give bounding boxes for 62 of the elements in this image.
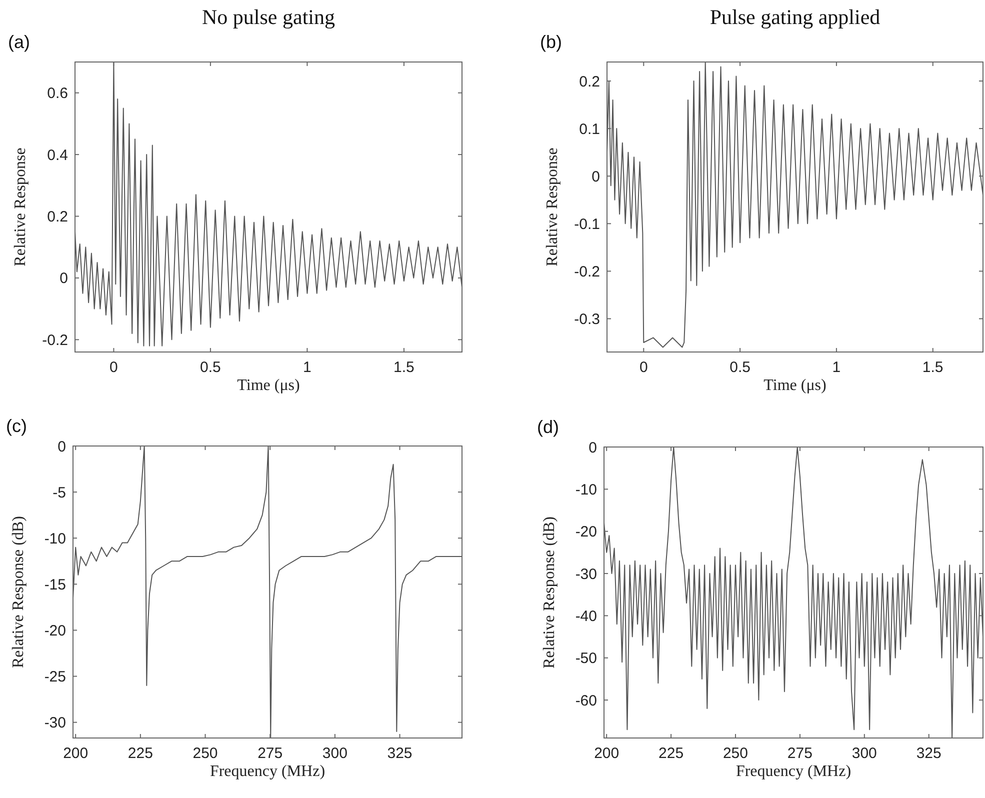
y-axis-title: Relative Response (dB) [10,516,27,668]
text: (c) [6,416,27,436]
x-tick-label: 275 [258,745,283,762]
x-axis-title: Frequency (MHz) [736,763,852,780]
y-tick-label: -10 [44,530,66,548]
x-tick-label: 0 [639,359,648,376]
y-tick-label: -50 [575,650,597,668]
y-tick-label: -25 [44,668,66,686]
y-tick-label: 0.2 [579,73,600,90]
y-tick-label: -0.2 [574,263,600,280]
y-tick-label: 0.4 [47,146,68,164]
x-tick-label: 1.5 [394,359,414,376]
y-tick-label: 0.2 [47,208,68,226]
x-tick-label: 225 [658,745,684,762]
x-tick-label: 0 [110,359,118,376]
text: (d) [537,417,559,437]
y-tick-label: 0.6 [47,85,68,102]
x-tick-label: 250 [722,745,748,762]
x-tick-label: 275 [787,745,812,762]
y-tick-label: -30 [575,566,597,583]
x-tick-label: 250 [192,745,218,762]
y-axis-title: Relative Response (dB) [541,516,558,668]
x-tick-label: 300 [322,745,348,762]
y-tick-label: 0 [58,438,66,456]
line-series [604,447,983,738]
y-tick-label: -30 [44,714,66,732]
x-tick-label: 1 [303,359,312,376]
x-tick-label: 325 [916,745,942,762]
y-tick-label: 0 [60,270,68,288]
x-tick-label: 1.5 [922,359,944,376]
x-tick-label: 0.5 [730,359,750,376]
x-axis-title: Frequency (MHz) [210,763,326,780]
x-tick-label: 1 [832,359,841,376]
y-tick-label: -5 [52,484,66,502]
x-tick-label: 0.5 [200,359,221,376]
x-tick-label: 200 [63,745,88,762]
line-series [607,62,983,348]
y-tick-label: -20 [575,524,597,541]
x-axis-title: Time (μs) [237,377,300,394]
x-tick-label: 200 [594,745,620,762]
line-series [73,446,462,738]
x-tick-label: 300 [852,745,877,762]
y-tick-label: 0.1 [579,120,600,138]
y-tick-label: -60 [575,692,597,710]
y-tick-label: -10 [575,481,597,498]
x-tick-label: 325 [387,745,412,762]
x-tick-label: 225 [128,745,153,762]
y-axis-title: Relative Response [12,148,29,266]
text: (b) [540,32,562,52]
text: (a) [8,32,30,52]
y-tick-label: -0.2 [42,332,68,349]
y-tick-label: 0 [592,168,600,186]
y-tick-label: -15 [44,576,66,594]
y-axis-title: Relative Response [544,148,561,266]
y-tick-label: 0 [588,439,597,456]
y-tick-label: -40 [575,608,597,625]
chart-title: Pulse gating applied [710,5,881,29]
y-tick-label: -0.1 [574,216,600,233]
y-tick-label: -0.3 [574,310,600,328]
x-axis-title: Time (μs) [764,377,826,394]
y-tick-label: -20 [44,622,66,640]
chart-title: No pulse gating [202,5,336,29]
